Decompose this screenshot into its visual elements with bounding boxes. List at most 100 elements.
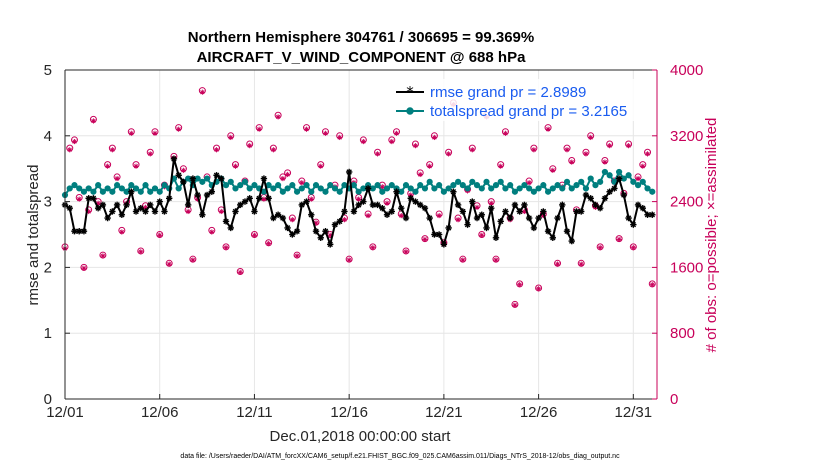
rmse-point — [374, 201, 381, 209]
rmse-point — [355, 201, 362, 209]
x-tick-label: 12/16 — [330, 404, 368, 421]
obs-assimilated-point — [583, 151, 589, 157]
rmse-point — [525, 214, 533, 222]
rmse-point — [279, 214, 287, 222]
obs-assimilated-point — [455, 217, 461, 223]
obs-assimilated-point — [597, 245, 603, 251]
rmse-point — [383, 211, 391, 218]
rmse-point — [203, 191, 211, 199]
totalspread-point — [151, 185, 159, 192]
rmse-point — [483, 224, 490, 232]
rmse-point — [426, 214, 433, 222]
totalspread-point — [625, 172, 632, 179]
obs-assimilated-point — [284, 171, 291, 178]
obs-assimilated-point — [138, 249, 144, 255]
totalspread-point — [289, 182, 296, 189]
rmse-point — [563, 228, 571, 235]
totalspread-point — [578, 178, 585, 185]
y-ticks-left: 0 1 2 3 4 5 — [44, 62, 70, 408]
rmse-point — [218, 175, 225, 182]
obs-assimilated-point — [100, 253, 106, 259]
obs-assimilated-point — [190, 257, 196, 263]
obs-assimilated-point — [417, 171, 423, 178]
totalspread-point — [540, 182, 547, 189]
x-tick-label: 12/21 — [425, 404, 463, 421]
totalspread-point — [90, 188, 97, 195]
rmse-point — [473, 214, 481, 222]
rmse-point — [66, 204, 73, 212]
totalspread-point — [85, 185, 92, 192]
obs-assimilated-point — [67, 147, 73, 153]
rmse-point — [464, 221, 471, 228]
totalspread-point — [104, 185, 111, 192]
rmse-point — [170, 155, 178, 163]
rmse-point — [478, 211, 485, 218]
obs-assimilated-point — [431, 134, 438, 141]
totalspread-point — [445, 185, 452, 192]
rmse-point — [118, 211, 126, 218]
totalspread-point — [246, 185, 253, 192]
rmse-point — [540, 208, 547, 215]
obs-assimilated-point — [474, 204, 480, 210]
y-tick-label-left: 2 — [44, 259, 52, 276]
rmse-point — [502, 208, 509, 215]
obs-assimilated-point — [644, 151, 651, 157]
obs-assimilated-point — [228, 134, 234, 141]
rmse-point — [511, 201, 519, 209]
rmse-point — [251, 208, 258, 215]
rmse-point — [317, 234, 324, 241]
rmse-point — [165, 195, 173, 202]
obs-assimilated-point — [133, 163, 139, 169]
y-tick-label-right: 0 — [670, 391, 678, 408]
totalspread-point — [161, 182, 168, 189]
obs-assimilated-point — [554, 261, 561, 267]
totalspread-point — [95, 182, 102, 189]
legend: * rmse grand pr = 2.8989 totalspread gra… — [392, 79, 652, 121]
rmse-point — [322, 228, 329, 235]
totalspread-point — [592, 182, 599, 189]
obs-assimilated-point — [569, 159, 575, 165]
obs-assimilated-point — [247, 143, 253, 149]
totalspread-point — [473, 182, 481, 189]
obs-assimilated-point — [294, 253, 300, 259]
obs-assimilated-point — [360, 138, 366, 145]
rmse-point — [596, 204, 604, 212]
totalspread-point — [331, 185, 339, 192]
obs-assimilated-point — [517, 282, 523, 288]
totalspread-point — [336, 188, 343, 195]
rmse-point — [194, 191, 201, 199]
totalspread-point — [203, 175, 211, 182]
totalspread-point — [379, 188, 386, 195]
rmse-point — [606, 188, 613, 195]
y-axis-label-left: rmse and totalspread — [25, 165, 42, 306]
rmse-point — [625, 214, 632, 222]
obs-assimilated-point — [356, 196, 362, 202]
obs-assimilated-point — [232, 163, 239, 169]
rmse-point — [94, 204, 102, 212]
obs-assimilated-point — [289, 217, 295, 223]
obs-assimilated-point — [545, 126, 551, 132]
totalspread-point — [241, 178, 249, 185]
obs-assimilated-point — [469, 147, 475, 153]
totalspread-point — [426, 178, 433, 185]
obs-assimilated-point — [105, 163, 111, 169]
totalspread-point — [516, 185, 523, 192]
totalspread-point — [601, 168, 609, 176]
totalspread-point — [497, 178, 504, 185]
totalspread-point — [526, 185, 533, 192]
rmse-point — [303, 198, 310, 205]
totalspread-point — [639, 178, 646, 185]
obs-assimilated-point — [180, 167, 186, 173]
obs-assimilated-point — [602, 159, 608, 165]
totalspread-point — [431, 185, 438, 192]
rmse-point — [360, 198, 367, 205]
totalspread-point — [606, 172, 613, 179]
totalspread-point — [559, 185, 566, 192]
obs-assimilated-point — [393, 130, 400, 136]
rmse-point — [393, 188, 400, 195]
obs-assimilated-point — [630, 245, 636, 251]
totalspread-point — [251, 182, 258, 189]
rmse-point — [516, 208, 523, 215]
rmse-point — [237, 201, 244, 209]
totalspread-point — [469, 178, 476, 185]
